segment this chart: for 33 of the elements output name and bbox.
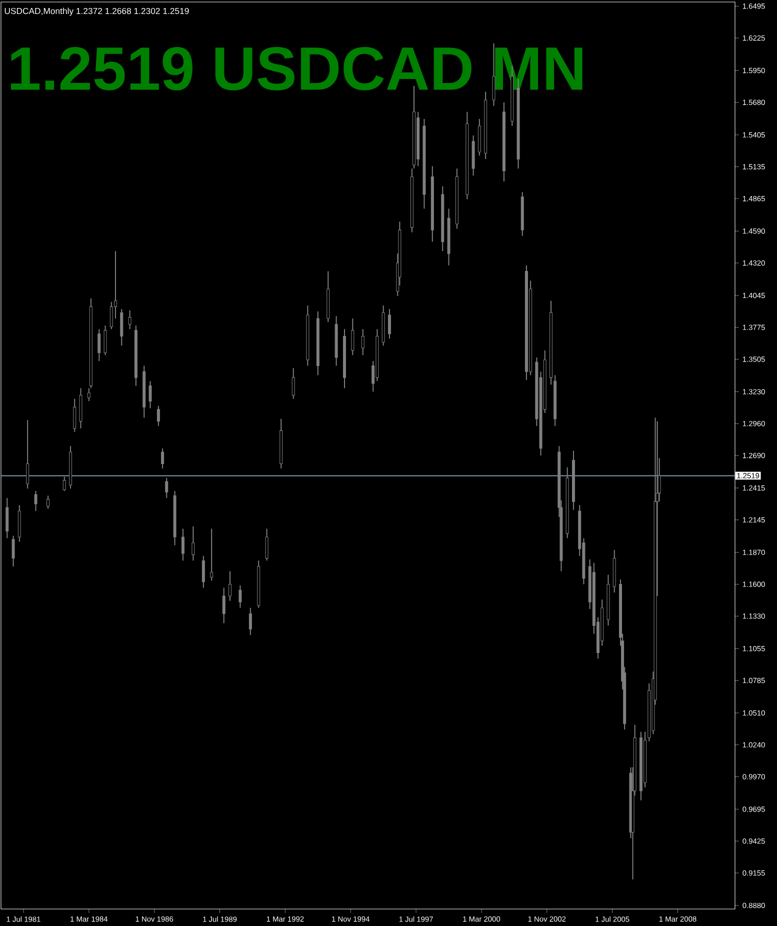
candlestick xyxy=(26,420,30,490)
candlestick xyxy=(34,490,38,512)
candlestick xyxy=(12,535,15,568)
candlestick xyxy=(110,301,113,330)
candlestick xyxy=(222,587,226,624)
candlestick xyxy=(192,526,195,562)
text: USDCAD,Monthly 1.2372 1.2668 1.2302 1.2519 xyxy=(4,8,189,16)
candlestick xyxy=(292,368,295,400)
candlestick xyxy=(210,528,214,582)
candlestick xyxy=(46,495,50,510)
candlestick xyxy=(248,607,252,636)
candlestick xyxy=(161,448,164,469)
candlestick xyxy=(165,477,168,499)
candlestick xyxy=(87,388,90,402)
candlestick xyxy=(492,42,496,106)
candlestick xyxy=(361,328,364,356)
candlestick xyxy=(120,308,124,346)
candlestick xyxy=(351,318,354,356)
candlestick xyxy=(128,310,132,330)
candlestick xyxy=(181,528,184,562)
candlestick xyxy=(202,555,205,588)
candlestick xyxy=(265,528,268,562)
candlestick xyxy=(6,498,9,539)
candlestick xyxy=(388,308,391,340)
candlestick xyxy=(238,584,242,608)
candlestick xyxy=(228,570,232,602)
candlestick xyxy=(98,328,101,362)
candlestick xyxy=(148,380,152,409)
candlestick xyxy=(104,325,107,356)
text: 1.2519 USDCAD MN xyxy=(11,46,582,90)
candlestick xyxy=(156,405,160,426)
candlestick xyxy=(73,398,76,432)
candlestick xyxy=(62,476,66,492)
